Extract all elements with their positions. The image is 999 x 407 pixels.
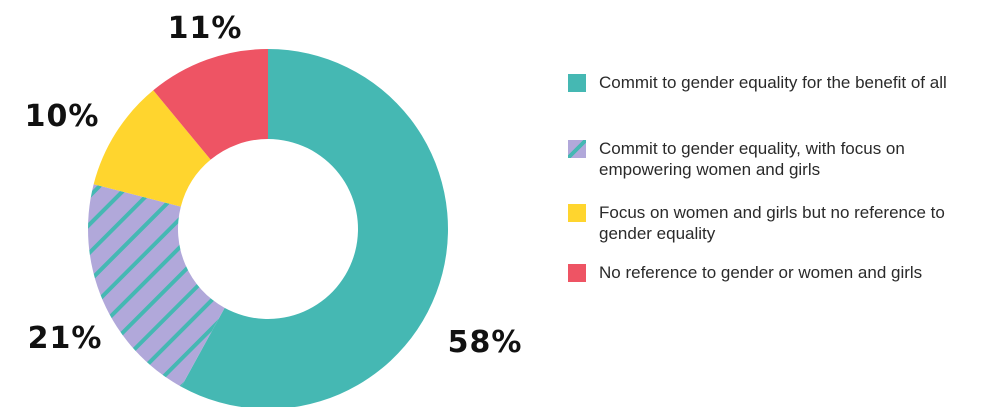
- donut-slice: [87, 184, 225, 387]
- percent-labels: 58% 21% 10% 11%: [25, 11, 523, 360]
- donut-slice: [181, 49, 448, 407]
- legend-swatch: [568, 74, 586, 92]
- legend-item: Commit to gender equality, with focus on…: [568, 138, 993, 180]
- slice-percent-label: 11%: [168, 11, 243, 46]
- donut-slice: [93, 90, 211, 207]
- legend-swatch: [568, 140, 586, 158]
- legend-label: No reference to gender or women and girl…: [599, 263, 923, 282]
- donut-slices: [87, 49, 448, 407]
- legend-label: Focus on women and girls but no referenc…: [599, 203, 945, 243]
- slice-percent-label: 21%: [28, 321, 103, 356]
- slice-percent-label: 58%: [448, 325, 523, 360]
- legend-item: No reference to gender or women and girl…: [568, 262, 993, 283]
- legend-label: Commit to gender equality, with focus on…: [599, 139, 905, 179]
- donut-slice: [153, 49, 268, 160]
- legend-label: Commit to gender equality for the benefi…: [599, 73, 947, 92]
- legend-item: Focus on women and girls but no referenc…: [568, 202, 993, 244]
- legend-item: Commit to gender equality for the benefi…: [568, 72, 993, 93]
- legend-swatch: [568, 204, 586, 222]
- slice-percent-label: 10%: [25, 99, 100, 134]
- legend-swatch: [568, 264, 586, 282]
